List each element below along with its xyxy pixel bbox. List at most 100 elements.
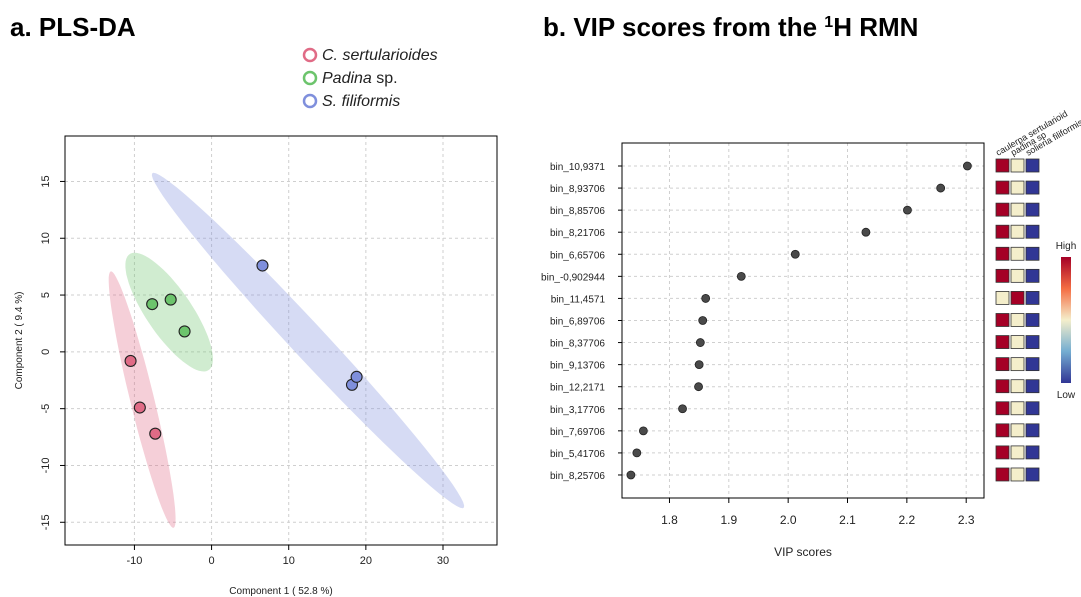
heatmap-cell [1025, 180, 1040, 195]
x-tick-label: 10 [283, 555, 295, 567]
confidence-ellipse [125, 252, 213, 372]
bin-label: bin_10,9371 [550, 162, 605, 173]
plsda-points [124, 259, 363, 440]
heatmap-cell [1025, 246, 1040, 261]
heatmap-cell [995, 445, 1010, 460]
heatmap-cell [995, 291, 1010, 305]
bin-label: bin_11,4571 [551, 294, 606, 305]
legend-entry-italic: Padina [322, 70, 372, 87]
x-tick-label: 1.9 [720, 513, 737, 527]
vip-points [626, 161, 972, 480]
plsda-plot: -10 0 10 20 30 -15 -10 -5 0 5 10 15 Component 1 ( … [14, 135, 498, 597]
bin-label: bin_8,21706 [550, 228, 605, 239]
legend-marker [302, 93, 318, 109]
heatmap-cell [1025, 224, 1040, 239]
vip-point [701, 294, 711, 303]
legend-entry: S. filiformis [322, 93, 400, 110]
legend-entry-italic: C. sertularioides [322, 47, 438, 64]
heatmap-cell [1010, 467, 1025, 482]
vip-plot: 1.8 1.9 2.0 2.1 2.2 2.3 bin_10,9371 bin_8,9370… [541, 109, 1081, 559]
confidence-ellipse [108, 271, 176, 528]
vip-point [694, 382, 703, 392]
y-tick-label: 0 [40, 349, 52, 355]
heatmap-cell [995, 423, 1010, 438]
panel-b-title-rest: H RMN [833, 12, 918, 42]
legend: C. sertularioides Padina sp. S. filiformis [302, 47, 438, 110]
plsda-x-ticks: -10 0 10 20 30 [126, 545, 449, 567]
vip-point [694, 360, 704, 370]
legend-entry: C. sertularioides [322, 47, 438, 64]
sample-point [350, 370, 363, 383]
heatmap-cell [1025, 291, 1040, 305]
vip-point [861, 227, 871, 237]
x-tick-label: 2.2 [899, 513, 916, 527]
sample-point [133, 401, 146, 414]
plsda-frame [64, 135, 498, 546]
x-tick-label: 1.8 [661, 513, 678, 527]
bin-label: bin_8,93706 [550, 184, 605, 195]
x-tick-label: 2.3 [958, 513, 975, 527]
heatmap-cell [1010, 224, 1025, 239]
legend-entry-rest: sp. [372, 70, 398, 87]
bin-label: bin_6,89706 [550, 316, 605, 327]
vip-point [678, 404, 687, 414]
vip-x-axis-label: VIP scores [774, 545, 832, 559]
vip-point [632, 448, 642, 458]
heatmap-cell [1010, 291, 1025, 305]
heatmap-cell [1010, 158, 1025, 173]
panel-b-title-sup: 1 [824, 14, 833, 31]
panel-b-title-main: b. VIP scores from the [543, 12, 824, 42]
vip-point [695, 338, 705, 347]
sample-point [164, 293, 177, 306]
y-tick-label: 10 [40, 232, 52, 244]
y-tick-label: 5 [40, 292, 52, 298]
bin-label: bin_-0,902944 [541, 272, 605, 283]
heatmap-cell [1025, 313, 1040, 327]
heatmap-cell [995, 357, 1010, 372]
bin-label: bin_5,41706 [550, 449, 605, 460]
heatmap-cell [1025, 158, 1040, 173]
sample-point [146, 298, 159, 311]
panel-a-title: a. PLS-DA [10, 12, 136, 42]
heatmap-cell [995, 158, 1010, 173]
heatmap-cell [995, 180, 1010, 195]
heatmap-cell [995, 268, 1010, 283]
color-scale-low-label: Low [1057, 390, 1076, 401]
heatmap-cell [1010, 445, 1025, 460]
color-scale-bar [1061, 257, 1071, 383]
bin-label: bin_8,25706 [550, 471, 605, 482]
heatmap-cell [995, 246, 1010, 261]
heatmap-cell [1025, 423, 1040, 438]
legend-entry: Padina sp. [322, 70, 398, 87]
y-tick-label: -5 [40, 404, 52, 414]
heatmap-cell [1025, 268, 1040, 283]
plsda-y-ticks: -15 -10 -5 0 5 10 15 [40, 175, 65, 530]
plsda-x-axis-label: Component 1 ( 52.8 %) [229, 586, 332, 597]
bin-label: bin_8,85706 [550, 206, 605, 217]
x-tick-label: 2.1 [839, 513, 856, 527]
confidence-ellipse [151, 172, 465, 509]
bin-label: bin_6,65706 [550, 250, 605, 261]
x-tick-label: -10 [126, 555, 142, 567]
heatmap-cell [1010, 313, 1025, 327]
vip-point [903, 205, 912, 215]
heatmap-cell [1010, 423, 1025, 438]
bin-label: bin_3,17706 [550, 405, 605, 416]
bin-label: bin_9,13706 [550, 361, 605, 372]
heatmap-cell [995, 224, 1010, 239]
legend-marker [302, 70, 318, 86]
vip-x-ticks: 1.8 1.9 2.0 2.1 2.2 2.3 [661, 498, 975, 527]
heatmap-cell [1025, 401, 1040, 416]
x-tick-label: 20 [360, 555, 372, 567]
sample-point [178, 325, 191, 338]
heatmap-cell [1025, 357, 1040, 372]
plsda-y-axis-label: Component 2 ( 9.4 %) [14, 292, 25, 390]
vip-point [790, 249, 800, 259]
color-scale-high-label: High [1056, 241, 1077, 252]
heatmap-cell [1010, 357, 1025, 372]
bin-label: bin_12,2171 [550, 383, 605, 394]
heatmap-cell [995, 379, 1010, 394]
heatmap-cell [995, 313, 1010, 327]
panel-b-title: b. VIP scores from the 1H RMN [543, 12, 918, 42]
